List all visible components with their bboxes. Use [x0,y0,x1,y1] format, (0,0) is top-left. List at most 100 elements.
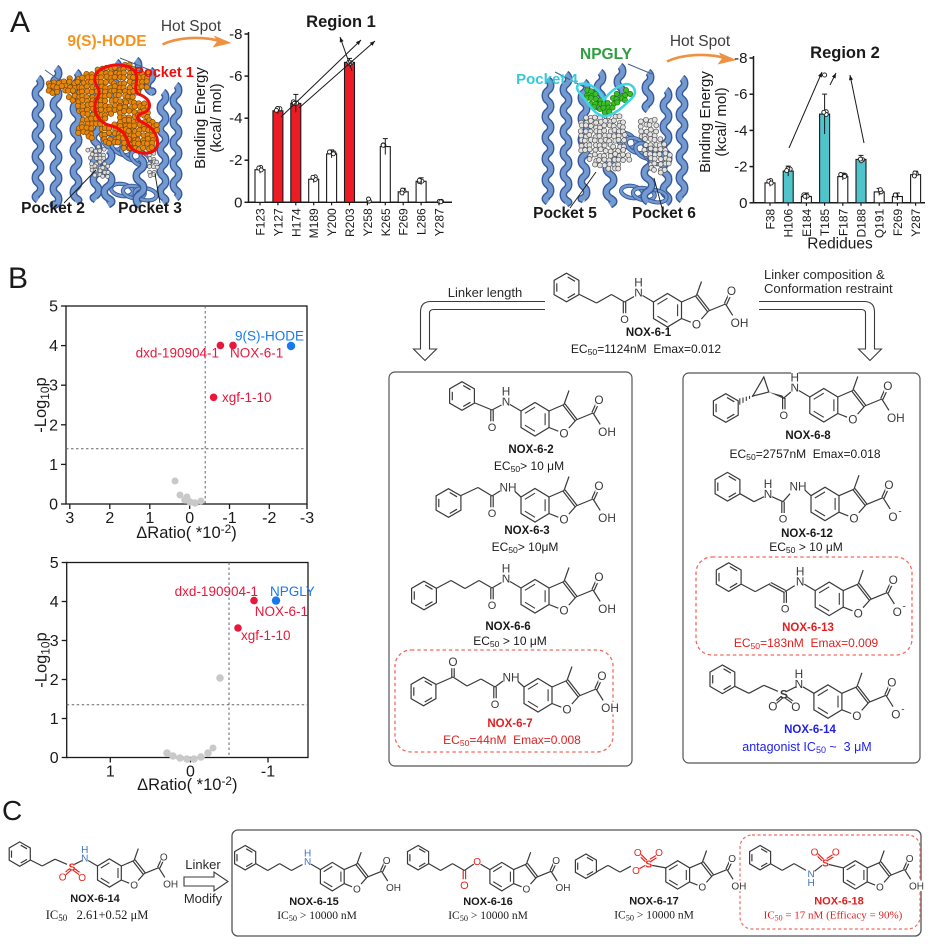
svg-text:-4: -4 [734,122,747,139]
svg-text:F123: F123 [254,208,268,236]
svg-text:NOX-6-8: NOX-6-8 [785,430,831,442]
svg-text:O: O [78,873,86,884]
svg-text:O: O [854,606,863,620]
svg-text:K265: K265 [379,208,393,236]
svg-text:NOX-6-12: NOX-6-12 [781,528,833,540]
svg-text:H106: H106 [782,208,796,237]
svg-text:Y287: Y287 [433,208,447,236]
svg-text:O: O [781,604,790,616]
svg-text:4: 4 [50,594,59,611]
svg-text:Modify: Modify [184,891,223,906]
svg-text:O: O [811,847,819,858]
svg-text:NOX-6-6: NOX-6-6 [485,621,530,633]
svg-text:N: N [502,572,511,586]
svg-text:O: O [780,410,789,422]
svg-text:-4: -4 [229,110,242,127]
svg-text:NPGLY: NPGLY [270,584,315,599]
svg-text:H: H [634,276,643,290]
svg-text:F269: F269 [891,208,905,236]
svg-text:Linker length: Linker length [448,285,522,300]
svg-text:2: 2 [105,510,114,527]
svg-text:N: N [795,677,804,691]
svg-text:NOX-6-13: NOX-6-13 [782,622,834,634]
svg-text:C: C [2,795,22,826]
svg-text:0: 0 [186,764,195,781]
svg-text:O: O [848,413,857,427]
svg-text:Q191: Q191 [873,208,887,238]
svg-text:N: N [81,854,88,865]
svg-text:-3: -3 [300,510,314,527]
svg-text:O: O [620,314,629,326]
svg-text:dxd-190904-1: dxd-190904-1 [175,584,258,599]
svg-text:M189: M189 [307,208,321,238]
svg-text:NOX-6-1: NOX-6-1 [230,346,283,361]
svg-text:-: - [903,602,906,613]
svg-text:H174: H174 [289,208,303,237]
svg-text:0: 0 [50,750,59,767]
svg-text:-: - [901,704,904,715]
svg-text:-1: -1 [222,510,236,527]
svg-text:O: O [59,873,67,884]
svg-text:O: O [473,857,481,868]
svg-text:O: O [655,848,663,859]
svg-text:-Log10p: -Log10p [32,377,52,432]
svg-text:O: O [906,854,914,865]
svg-text:OH: OH [598,511,616,525]
svg-text:O: O [130,881,138,892]
svg-text:O: O [552,856,560,867]
svg-text:Region 2: Region 2 [810,44,880,62]
svg-text:B: B [8,262,28,295]
svg-text:Pocket 4: Pocket 4 [516,71,578,88]
svg-text:O: O [887,676,896,690]
svg-text:Region 1: Region 1 [306,13,376,31]
svg-text:IC50 > 10000 nM: IC50 > 10000 nM [614,910,694,923]
svg-text:0: 0 [185,510,194,527]
svg-text:O: O [768,700,777,714]
svg-text:O: O [634,848,642,859]
svg-text:O: O [523,884,531,895]
svg-text:H: H [764,477,773,491]
svg-text:O: O [889,573,898,587]
svg-text:xgf-1-10: xgf-1-10 [241,628,291,643]
svg-text:1: 1 [106,764,115,781]
svg-text:Y258: Y258 [361,208,375,236]
svg-text:Y200: Y200 [325,208,339,236]
svg-text:9(S)-HODE: 9(S)-HODE [67,33,146,50]
svg-text:3: 3 [50,633,59,650]
svg-text:N: N [796,574,805,588]
svg-text:O: O [491,699,500,711]
svg-text:NOX-6-18: NOX-6-18 [814,896,864,908]
svg-text:O: O [888,510,897,524]
svg-text:IC50 > 10000 nM: IC50 > 10000 nM [448,910,528,923]
svg-text:O: O [849,511,858,525]
svg-text:NOX-6-16: NOX-6-16 [463,896,513,908]
svg-text:Binding Energy: Binding Energy [697,71,714,173]
svg-text:ΔRatio( *10-2): ΔRatio( *10-2) [136,522,236,542]
svg-text:OH: OH [731,881,746,892]
svg-text:EC50> 10μM: EC50> 10μM [492,540,559,555]
svg-text:antagonist IC50 ~ 3 μM: antagonist IC50 ~ 3 μM [742,740,871,755]
svg-text:N: N [791,381,800,395]
svg-text:O: O [597,669,606,683]
svg-text:NH: NH [502,671,519,685]
svg-text:-2: -2 [734,159,747,176]
svg-text:EC50> 10 μM: EC50> 10 μM [494,459,564,474]
svg-text:O: O [728,854,736,865]
svg-text:Linker: Linker [185,857,221,872]
svg-text:O: O [779,514,788,526]
svg-text:T185: T185 [818,208,832,236]
svg-text:OH: OH [731,316,749,330]
svg-text:NOX-6-1: NOX-6-1 [626,327,672,339]
svg-text:O: O [698,883,706,894]
svg-text:O: O [488,422,497,434]
svg-text:-1: -1 [261,764,275,781]
svg-text:Pocket 5: Pocket 5 [533,205,597,222]
svg-text:(kcal/ mol): (kcal/ mol) [208,83,225,152]
svg-text:OH: OH [598,602,616,616]
svg-text:EC50 > 10 μM: EC50 > 10 μM [473,634,547,649]
svg-text:O: O [559,604,568,618]
svg-text:H: H [795,667,804,681]
svg-text:O: O [594,393,603,407]
svg-text:2: 2 [49,417,58,434]
svg-text:OH: OH [555,883,570,894]
